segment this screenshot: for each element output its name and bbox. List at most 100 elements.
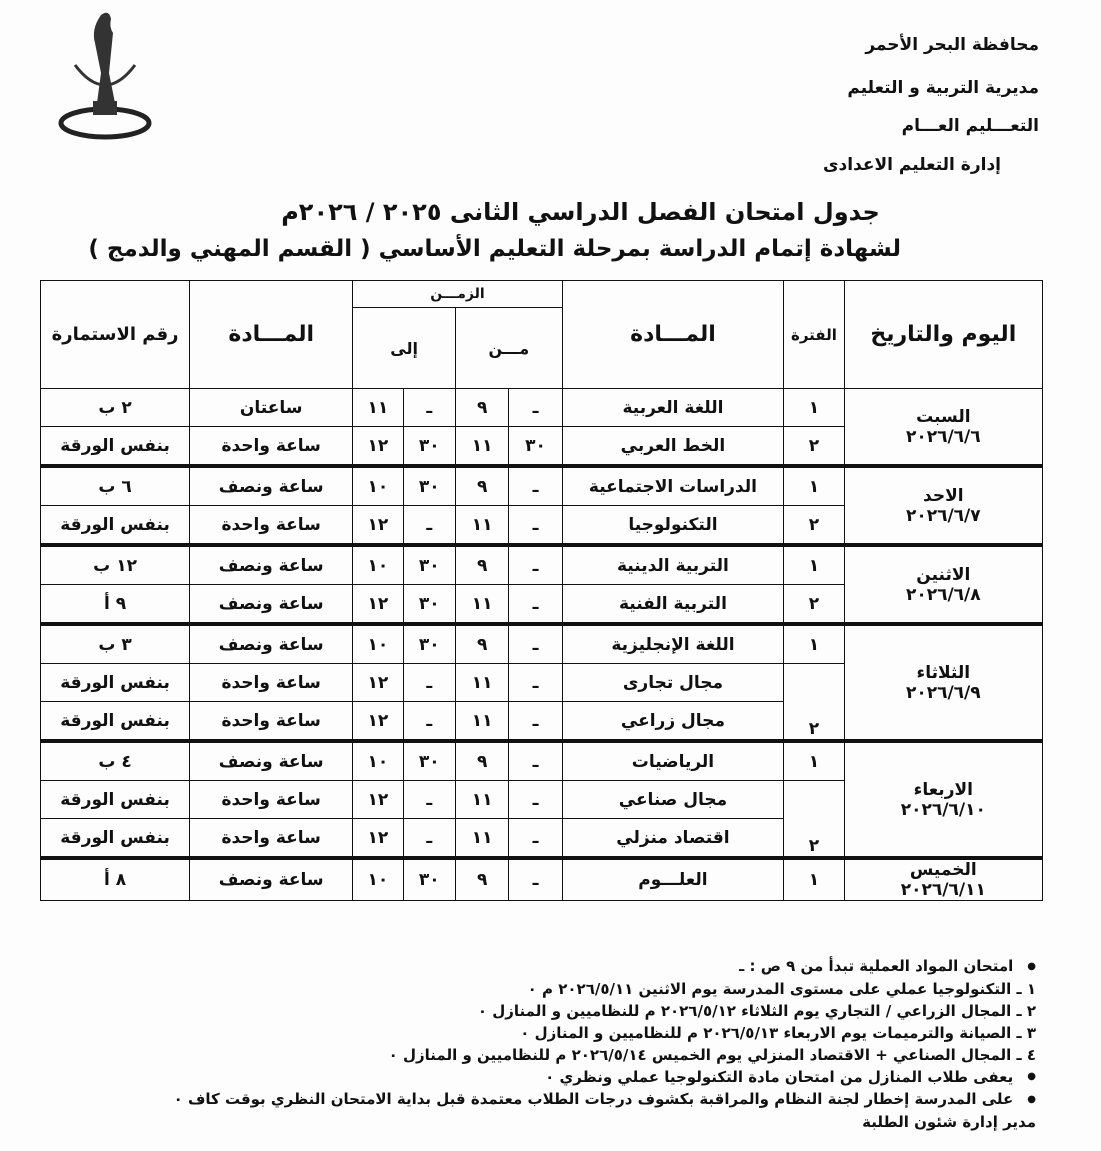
from-m-cell: ـ [508, 663, 563, 702]
note-item: يعفى طلاب المنازل من امتحان مادة التكنول… [174, 1066, 1036, 1089]
exam-date: ٢٠٢٦/٦/٨ [905, 584, 981, 605]
to-h-cell: ١١ [352, 388, 404, 427]
table-row: ٢ الخط العربي ٣٠ ١١ ٣٠ ١٢ ساعة واحدة بنفس الورق… [39, 426, 1043, 467]
from-h-cell: ٩ [454, 856, 510, 901]
from-m-cell: ـ [508, 780, 563, 819]
table-row: اقتصاد منزلي ـ ١١ ـ ١٢ ساعة واحدة بنفس الورقة [39, 818, 1043, 859]
note-item: امتحان المواد العملية تبدأ من ٩ ص : ـ [174, 955, 1036, 978]
from-h-cell: ١١ [454, 505, 510, 546]
from-h-cell: ٩ [454, 622, 510, 664]
header-time: الزمـــن [352, 280, 563, 308]
period-cell: ١ [783, 856, 845, 901]
from-h-cell: ١١ [454, 818, 510, 859]
duration-cell: ساعة واحدة [189, 780, 354, 819]
day-date-cell: الاثنين ٢٠٢٦/٦/٨ [843, 543, 1044, 625]
from-m-cell: ـ [508, 856, 563, 901]
table-row: الخميس ٢٠٢٦/٦/١١ ١ العلـــوم ـ ٩ ٣٠ ١٠ ساعة ونصف… [39, 856, 1044, 901]
from-h-cell: ٩ [454, 388, 510, 427]
to-m-cell: ٣٠ [402, 622, 456, 664]
from-m-cell: ـ [508, 622, 563, 664]
header-period: الفترة [783, 280, 845, 389]
to-m-cell: ٣٠ [402, 856, 456, 901]
form-cell: ٨ أ [39, 856, 191, 901]
form-cell: بنفس الورقة [39, 663, 191, 702]
from-m-cell: ـ [508, 818, 563, 859]
to-m-cell: ٣٠ [402, 464, 456, 506]
period-cell: ١ [783, 464, 845, 506]
form-cell: بنفس الورقة [39, 426, 191, 467]
exam-date: ٢٠٢٦/٦/٧ [905, 505, 981, 526]
duration-cell: ساعة واحدة [189, 818, 354, 859]
to-h-cell: ١٢ [352, 663, 404, 702]
to-h-cell: ١٢ [352, 505, 404, 546]
table-row: الاربعاء ٢٠٢٦/٦/١٠ ١ الرياضيات ـ ٩ ٣٠ ١٠ ساعة ون… [39, 739, 1044, 859]
subject-cell: التكنولوجيا [561, 505, 785, 546]
form-cell: بنفس الورقة [39, 505, 191, 546]
notes-list: امتحان المواد العملية تبدأ من ٩ ص : ـ١ ـ… [174, 955, 1036, 1133]
period-cell: ٢ [783, 584, 845, 625]
duration-cell: ساعة ونصف [189, 464, 354, 506]
to-h-cell: ١٢ [352, 584, 404, 625]
note-item: ٤ ـ المجال الصناعي + الاقتصاد المنزلي يو… [388, 1045, 1036, 1064]
to-m-cell: ـ [402, 663, 456, 702]
to-h-cell: ١٠ [352, 739, 404, 781]
duration-cell: ساعة ونصف [189, 856, 354, 901]
duration-cell: ساعة واحدة [189, 701, 354, 742]
note-item: ٢ ـ المجال الزراعي / التجاري يوم الثلاثا… [477, 1001, 1036, 1020]
exam-date: ٢٠٢٦/٦/٩ [905, 682, 981, 703]
period-cell: ٢ [783, 780, 845, 859]
from-h-cell: ١١ [454, 663, 510, 702]
table-row: السبت ٢٠٢٦/٦/٦ ١ اللغة العربية ـ ٩ ـ ١١ ساعتان ٢ … [39, 388, 1044, 467]
period-cell: ٢ [783, 505, 845, 546]
day-date-cell: الثلاثاء ٢٠٢٦/٦/٩ [843, 622, 1044, 742]
to-h-cell: ١٢ [352, 701, 404, 742]
subject-cell: اللغة الإنجليزية [561, 622, 785, 664]
from-h-cell: ٩ [454, 739, 510, 781]
header-to: إلى [352, 307, 456, 389]
day-name: الخميس [909, 860, 977, 880]
from-h-cell: ١١ [454, 584, 510, 625]
subject-cell: الرياضيات [561, 739, 785, 781]
to-h-cell: ١٢ [352, 426, 404, 467]
form-cell: ١٢ ب [39, 543, 191, 585]
day-date-cell: السبت ٢٠٢٦/٦/٦ [843, 388, 1044, 467]
form-cell: ٣ ب [39, 622, 191, 664]
to-m-cell: ـ [402, 701, 456, 742]
table-row: الاثنين ٢٠٢٦/٦/٨ ١ التربية الدينية ـ ٩ ٣٠ ١٠ ساع… [39, 543, 1044, 625]
header-form-number: رقم الاستمارة [39, 280, 191, 389]
day-name: السبت [916, 406, 971, 427]
duration-cell: ساعة واحدة [189, 426, 354, 467]
day-date-cell: الاحد ٢٠٢٦/٦/٧ [843, 464, 1044, 546]
note-item: ١ ـ التكنولوجيا عملي على مستوى المدرسة ي… [527, 979, 1036, 998]
to-h-cell: ١٠ [352, 622, 404, 664]
exam-schedule-table: اليوم والتاريخ الفترة المـــادة الزمـــن… [39, 280, 1044, 901]
to-h-cell: ١٢ [352, 818, 404, 859]
from-h-cell: ١١ [454, 701, 510, 742]
period-cell: ١ [783, 388, 845, 427]
table-row: ٢ التكنولوجيا ـ ١١ ـ ١٢ ساعة واحدة بنفس الورقة [39, 505, 1043, 546]
subject-cell: التربية الفنية [561, 584, 785, 625]
subject-cell: مجال صناعي [561, 780, 785, 819]
directorate: مديرية التربية و التعليم [847, 78, 1039, 98]
exam-date: ٢٠٢٦/٦/١٠ [900, 799, 986, 820]
header-subject: المـــادة [561, 280, 785, 389]
duration-cell: ساعة واحدة [189, 663, 354, 702]
from-h-cell: ١١ [454, 426, 510, 467]
from-m-cell: ٣٠ [508, 426, 563, 467]
duration-cell: ساعة ونصف [189, 584, 354, 625]
header-from: مـــن [454, 307, 563, 389]
subject-cell: الدراسات الاجتماعية [561, 464, 785, 506]
administration: إدارة التعليم الاعدادى [822, 155, 1001, 175]
period-cell: ٢ [783, 426, 845, 467]
to-m-cell: ٣٠ [402, 543, 456, 585]
schedule-title: جدول امتحان الفصل الدراسي الثانى ٢٠٢٥ / … [281, 198, 880, 226]
day-name: الثلاثاء [916, 662, 971, 683]
from-m-cell: ـ [508, 464, 563, 506]
form-cell: ٤ ب [39, 739, 191, 781]
period-cell: ٢ [783, 663, 845, 742]
from-m-cell: ـ [508, 543, 563, 585]
to-m-cell: ـ [402, 780, 456, 819]
form-cell: ٦ ب [39, 464, 191, 506]
governorate: محافظة البحر الأحمر [865, 35, 1039, 55]
